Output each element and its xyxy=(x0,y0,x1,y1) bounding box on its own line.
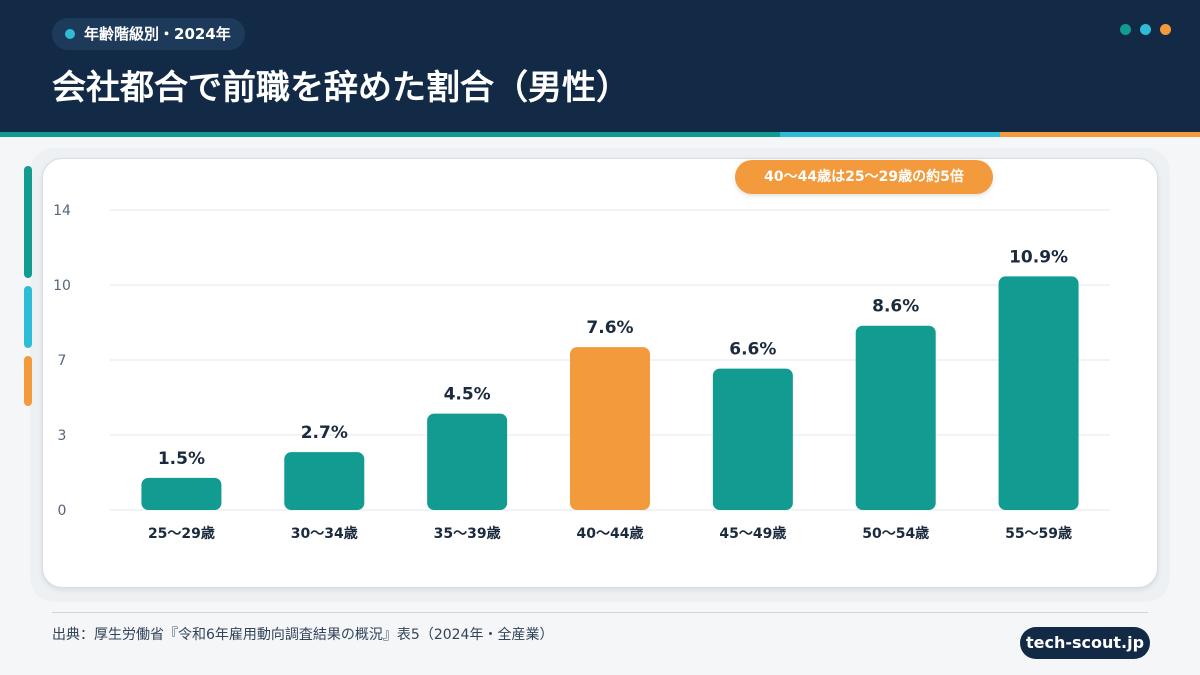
bar xyxy=(141,477,222,510)
accent-line-cyan xyxy=(780,132,1000,137)
x-tick-label: 45～49歳 xyxy=(719,525,786,542)
x-tick-label: 25～29歳 xyxy=(148,525,215,542)
x-tick-label: 50～54歳 xyxy=(862,525,929,542)
cyan-dot-icon xyxy=(1140,24,1151,35)
x-tick-label: 30～34歳 xyxy=(291,525,358,542)
side-accent-teal xyxy=(24,166,32,278)
x-tick-label: 40～44歳 xyxy=(577,525,644,542)
source-note: 出典：厚生労働省『令和6年雇用動向調査結果の概況』表5（2024年・全産業） xyxy=(52,627,554,643)
y-tick-label: 7 xyxy=(58,353,67,369)
teal-dot-icon xyxy=(1120,24,1131,35)
page-title: 会社都合で前職を辞めた割合（男性） xyxy=(52,68,630,108)
y-tick-label: 0 xyxy=(58,503,67,519)
bar xyxy=(570,347,650,510)
accent-line-teal xyxy=(0,132,780,137)
footer-divider xyxy=(52,612,1148,613)
site-badge[interactable]: tech-scout.jp xyxy=(1020,627,1150,659)
y-tick-label: 14 xyxy=(53,203,71,219)
x-tick-label: 35～39歳 xyxy=(434,525,501,542)
orange-dot-icon xyxy=(1160,24,1171,35)
bar-value-label: 2.7% xyxy=(301,423,348,443)
category-badge: 年齢階級別・2024年 xyxy=(52,18,245,50)
bar xyxy=(855,325,936,510)
bar xyxy=(712,368,793,510)
x-tick-label: 55～59歳 xyxy=(1005,525,1072,542)
bar-value-label: 6.6% xyxy=(729,340,776,360)
badge-dot-icon xyxy=(65,29,75,39)
bar xyxy=(427,413,508,510)
bar-value-label: 4.5% xyxy=(444,385,491,405)
side-accent-orange xyxy=(24,356,32,406)
bar-value-label: 10.9% xyxy=(1009,247,1068,267)
bar xyxy=(284,452,365,510)
highlight-callout: 40～44歳は25～29歳の約5倍 xyxy=(735,160,993,194)
accent-line-orange xyxy=(1000,132,1200,137)
bar-value-label: 7.6% xyxy=(586,318,633,338)
category-badge-label: 年齢階級別・2024年 xyxy=(84,25,231,43)
bar xyxy=(998,276,1079,510)
y-tick-label: 3 xyxy=(58,428,67,444)
side-accent-cyan xyxy=(24,286,32,348)
bar-value-label: 1.5% xyxy=(158,449,205,469)
bar-value-label: 8.6% xyxy=(872,297,919,317)
y-tick-label: 10 xyxy=(53,278,71,294)
